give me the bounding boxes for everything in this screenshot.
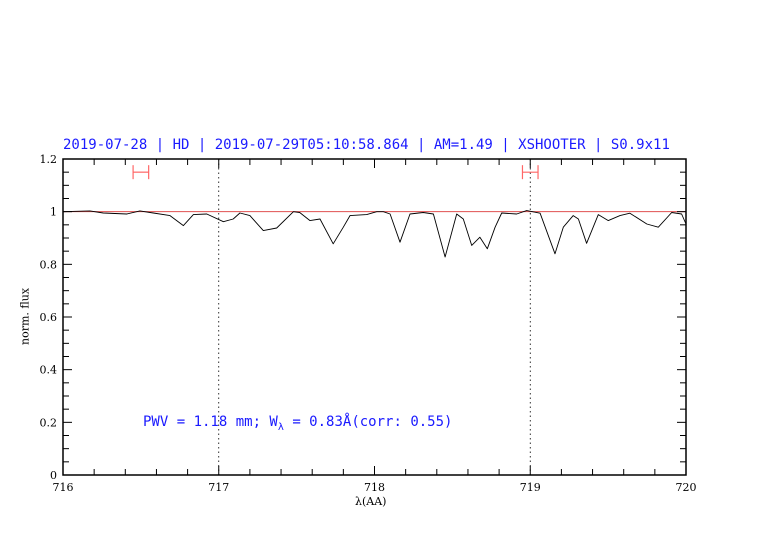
x-axis-label: λ(AA) [355, 495, 387, 508]
spectrum-line [62, 210, 687, 258]
y-tick-label: 1.2 [40, 153, 58, 166]
x-tick-label: 719 [520, 481, 541, 494]
pwv-annotation: PWV = 1.18 mm; Wλ = 0.83Å(corr: 0.55) [143, 414, 452, 433]
y-tick-label: 0.4 [40, 364, 58, 377]
y-tick-label: 1 [50, 206, 57, 219]
annotation-subscript: λ [277, 421, 284, 433]
y-axis-label: norm. flux [18, 288, 32, 346]
x-tick-label: 720 [676, 481, 697, 494]
annotation-prefix: PWV = 1.18 mm; W [143, 414, 278, 430]
x-tick-label: 716 [53, 481, 74, 494]
y-tick-label: 0.6 [40, 311, 58, 324]
y-tick-label: 0 [50, 469, 57, 482]
x-tick-label: 718 [364, 481, 385, 494]
annotation-suffix: = 0.83Å(corr: 0.55) [283, 414, 453, 430]
x-tick-label: 717 [208, 481, 229, 494]
chart-title: 2019-07-28 | HD | 2019-07-29T05:10:58.86… [63, 137, 670, 153]
y-tick-label: 0.8 [40, 258, 58, 271]
y-tick-label: 0.2 [40, 416, 58, 429]
